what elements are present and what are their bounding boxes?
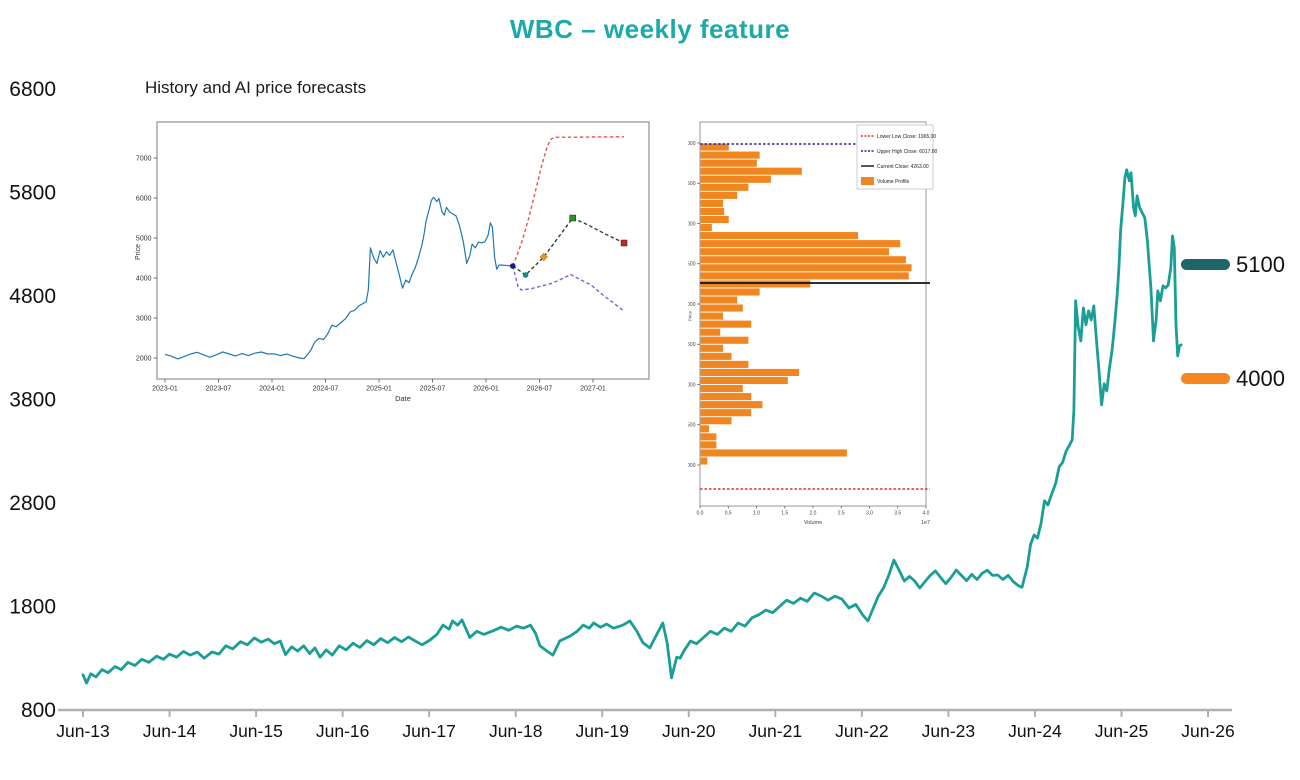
svg-text:1e7: 1e7: [921, 520, 930, 526]
svg-text:0.0: 0.0: [697, 511, 704, 517]
svg-text:Volume Profile: Volume Profile: [877, 179, 909, 185]
svg-text:4800: 4800: [9, 285, 56, 308]
svg-text:Upper High Close: 6017.00: Upper High Close: 6017.00: [877, 149, 938, 155]
svg-text:2000: 2000: [688, 463, 696, 469]
svg-text:Jun-24: Jun-24: [1008, 721, 1062, 741]
svg-text:4.0: 4.0: [923, 511, 930, 517]
svg-text:2024-07: 2024-07: [313, 386, 339, 393]
svg-text:Volume: Volume: [804, 520, 822, 526]
svg-text:4000: 4000: [136, 275, 152, 282]
svg-text:2027-01: 2027-01: [580, 386, 606, 393]
svg-text:2025-01: 2025-01: [366, 386, 392, 393]
svg-text:Jun-25: Jun-25: [1095, 721, 1149, 741]
volume-profile-chart: 6000 5500 5000 4500 4000 3500 3000 2500 2000 Pric…: [688, 121, 938, 526]
svg-text:2.5: 2.5: [838, 511, 845, 517]
svg-text:Jun-19: Jun-19: [575, 721, 629, 741]
svg-text:1.0: 1.0: [753, 511, 760, 517]
target-low-label: 4000: [1236, 366, 1285, 391]
svg-text:0.5: 0.5: [725, 511, 732, 517]
svg-text:2023-01: 2023-01: [152, 386, 178, 393]
svg-text:7000: 7000: [136, 155, 152, 162]
svg-text:2026-01: 2026-01: [473, 386, 499, 393]
svg-text:Jun-26: Jun-26: [1181, 721, 1235, 741]
svg-text:2500: 2500: [688, 423, 696, 429]
svg-text:Jun-18: Jun-18: [489, 721, 543, 741]
svg-text:Jun-23: Jun-23: [922, 721, 976, 741]
svg-text:Jun-15: Jun-15: [229, 721, 283, 741]
svg-text:3.5: 3.5: [894, 511, 901, 517]
target-high-marker: [1181, 259, 1230, 270]
svg-text:Price: Price: [135, 244, 142, 260]
svg-text:3000: 3000: [688, 382, 696, 388]
svg-text:Date: Date: [395, 394, 411, 403]
svg-text:2024-01: 2024-01: [259, 386, 285, 393]
svg-text:2.0: 2.0: [810, 511, 817, 517]
svg-text:4500: 4500: [688, 262, 696, 268]
svg-text:4000: 4000: [688, 302, 696, 308]
svg-text:5000: 5000: [136, 235, 152, 242]
svg-text:2800: 2800: [9, 492, 56, 515]
svg-text:Jun-20: Jun-20: [662, 721, 716, 741]
svg-text:6800: 6800: [9, 78, 56, 101]
svg-text:2025-07: 2025-07: [420, 386, 446, 393]
svg-text:6000: 6000: [136, 195, 152, 202]
svg-text:5000: 5000: [688, 221, 696, 227]
page-title: WBC – weekly feature: [509, 14, 791, 44]
svg-text:3500: 3500: [688, 342, 696, 348]
svg-text:Jun-17: Jun-17: [402, 721, 456, 741]
svg-text:2000: 2000: [136, 355, 152, 362]
svg-text:3.0: 3.0: [866, 511, 873, 517]
svg-text:6000: 6000: [688, 141, 696, 147]
svg-text:2026-07: 2026-07: [527, 386, 553, 393]
svg-text:1.5: 1.5: [781, 511, 788, 517]
svg-text:Jun-14: Jun-14: [143, 721, 197, 741]
svg-text:800: 800: [21, 699, 56, 722]
svg-text:Jun-22: Jun-22: [835, 721, 889, 741]
svg-text:3800: 3800: [9, 388, 56, 411]
svg-text:Jun-21: Jun-21: [749, 721, 803, 741]
forecast-inset-chart: 7000 6000 5000 4000 3000 2000 Price 2023-01 2023…: [135, 121, 650, 403]
target-high-label: 5100: [1236, 252, 1285, 277]
forecast-chart-title: History and AI price forecasts: [145, 78, 367, 97]
svg-text:Jun-13: Jun-13: [56, 721, 110, 741]
target-low-marker: [1181, 373, 1230, 384]
svg-text:Lower Low Close: 1965.00: Lower Low Close: 1965.00: [877, 134, 936, 140]
svg-text:Jun-16: Jun-16: [316, 721, 370, 741]
svg-text:3000: 3000: [136, 315, 152, 322]
svg-text:5800: 5800: [9, 181, 56, 204]
svg-text:2023-07: 2023-07: [206, 386, 232, 393]
svg-text:1800: 1800: [9, 595, 56, 618]
svg-text:Current Close: 4263.00: Current Close: 4263.00: [877, 164, 929, 170]
svg-text:Price: Price: [688, 310, 693, 321]
svg-text:5500: 5500: [688, 181, 696, 187]
